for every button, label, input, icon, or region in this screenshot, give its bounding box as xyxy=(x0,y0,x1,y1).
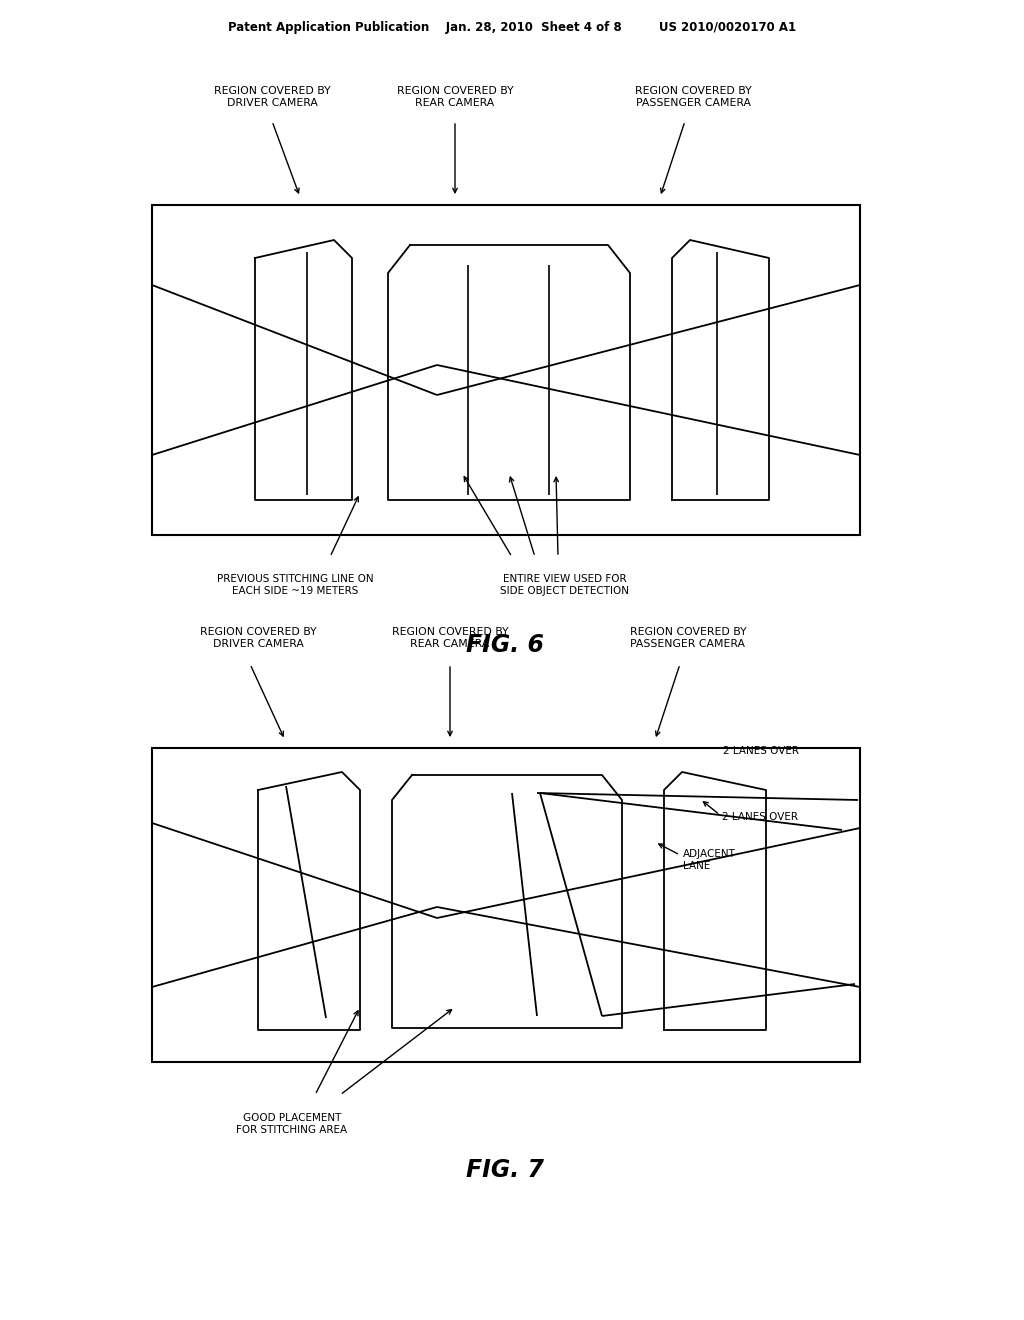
Bar xyxy=(152,205,860,535)
Bar xyxy=(152,748,860,1063)
Text: REGION COVERED BY
PASSENGER CAMERA: REGION COVERED BY PASSENGER CAMERA xyxy=(630,627,746,649)
Text: REGION COVERED BY
REAR CAMERA: REGION COVERED BY REAR CAMERA xyxy=(396,86,513,108)
Text: REGION COVERED BY
REAR CAMERA: REGION COVERED BY REAR CAMERA xyxy=(392,627,508,649)
Text: PREVIOUS STITCHING LINE ON
EACH SIDE ~19 METERS: PREVIOUS STITCHING LINE ON EACH SIDE ~19… xyxy=(217,574,374,595)
Text: GOOD PLACEMENT
FOR STITCHING AREA: GOOD PLACEMENT FOR STITCHING AREA xyxy=(237,1113,347,1135)
Text: FIG. 7: FIG. 7 xyxy=(466,1158,544,1181)
Text: REGION COVERED BY
DRIVER CAMERA: REGION COVERED BY DRIVER CAMERA xyxy=(214,86,331,108)
Text: REGION COVERED BY
DRIVER CAMERA: REGION COVERED BY DRIVER CAMERA xyxy=(200,627,316,649)
Text: Patent Application Publication    Jan. 28, 2010  Sheet 4 of 8         US 2010/00: Patent Application Publication Jan. 28, … xyxy=(228,21,796,34)
Text: ADJACENT
LANE: ADJACENT LANE xyxy=(683,849,736,871)
Text: FIG. 6: FIG. 6 xyxy=(466,634,544,657)
Text: 2 LANES OVER: 2 LANES OVER xyxy=(723,746,799,756)
Text: REGION COVERED BY
PASSENGER CAMERA: REGION COVERED BY PASSENGER CAMERA xyxy=(635,86,752,108)
Text: ENTIRE VIEW USED FOR
SIDE OBJECT DETECTION: ENTIRE VIEW USED FOR SIDE OBJECT DETECTI… xyxy=(501,574,630,595)
Text: 2 LANES OVER: 2 LANES OVER xyxy=(722,812,798,822)
